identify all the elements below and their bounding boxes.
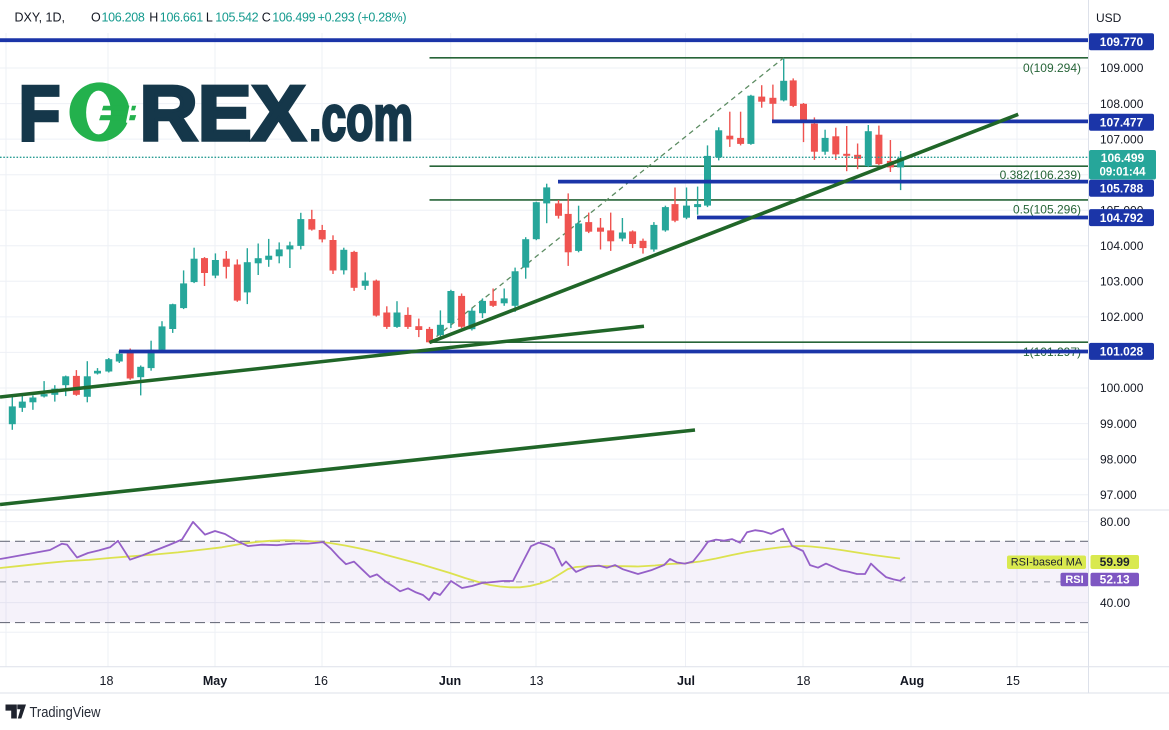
svg-text:106.661: 106.661 — [160, 11, 203, 25]
svg-text:H: H — [149, 11, 158, 25]
svg-text:102.000: 102.000 — [1100, 310, 1144, 324]
svg-text:DXY, 1D,: DXY, 1D, — [15, 11, 66, 25]
svg-text:52.13: 52.13 — [1100, 572, 1130, 586]
svg-text:106.208: 106.208 — [102, 11, 145, 25]
svg-text:15: 15 — [1006, 674, 1020, 688]
svg-text:18: 18 — [100, 674, 114, 688]
svg-text:97.000: 97.000 — [1100, 488, 1137, 502]
svg-text:100.000: 100.000 — [1100, 381, 1144, 395]
svg-text:Jun: Jun — [439, 674, 461, 688]
svg-text:REX: REX — [140, 69, 306, 157]
svg-text:80.00: 80.00 — [1100, 515, 1130, 529]
svg-text:101.028: 101.028 — [1100, 345, 1144, 359]
svg-text:109.770: 109.770 — [1100, 35, 1144, 49]
svg-text:Jul: Jul — [677, 674, 695, 688]
svg-text:May: May — [203, 674, 227, 688]
svg-text:0(109.294): 0(109.294) — [1023, 61, 1081, 75]
svg-text:L: L — [206, 11, 213, 25]
svg-text:C: C — [262, 11, 271, 25]
svg-text:F: F — [19, 69, 61, 157]
svg-text:106.499: 106.499 — [272, 11, 315, 25]
svg-text:RSI: RSI — [1065, 574, 1083, 586]
svg-text:109.000: 109.000 — [1100, 61, 1144, 75]
svg-text:107.477: 107.477 — [1100, 116, 1144, 130]
svg-text:RSI-based MA: RSI-based MA — [1011, 557, 1083, 569]
svg-text:98.000: 98.000 — [1100, 452, 1137, 466]
svg-text:105.788: 105.788 — [1100, 182, 1144, 196]
svg-text:40.00: 40.00 — [1100, 596, 1130, 610]
svg-text:0.382(106.239): 0.382(106.239) — [1000, 168, 1081, 182]
svg-text:09:01:44: 09:01:44 — [1099, 167, 1146, 179]
svg-text:59.99: 59.99 — [1100, 555, 1130, 569]
svg-text:103.000: 103.000 — [1100, 275, 1144, 289]
svg-text:106.499: 106.499 — [1101, 151, 1145, 165]
svg-text:105.542: 105.542 — [215, 11, 258, 25]
svg-text:13: 13 — [530, 674, 544, 688]
svg-text:O: O — [91, 11, 101, 25]
svg-text:16: 16 — [314, 674, 328, 688]
svg-text:0.5(105.296): 0.5(105.296) — [1013, 203, 1081, 217]
svg-text:+0.293 (+0.28%): +0.293 (+0.28%) — [318, 11, 407, 25]
svg-text:18: 18 — [797, 674, 811, 688]
svg-text:Aug: Aug — [900, 674, 924, 688]
svg-text:TradingView: TradingView — [30, 705, 101, 721]
svg-text:.com: .com — [309, 82, 413, 154]
svg-text:104.792: 104.792 — [1100, 211, 1144, 225]
svg-text:99.000: 99.000 — [1100, 417, 1137, 431]
svg-text:107.000: 107.000 — [1100, 132, 1144, 146]
svg-text:104.000: 104.000 — [1100, 239, 1144, 253]
svg-text:108.000: 108.000 — [1100, 97, 1144, 111]
svg-text:USD: USD — [1096, 11, 1122, 25]
